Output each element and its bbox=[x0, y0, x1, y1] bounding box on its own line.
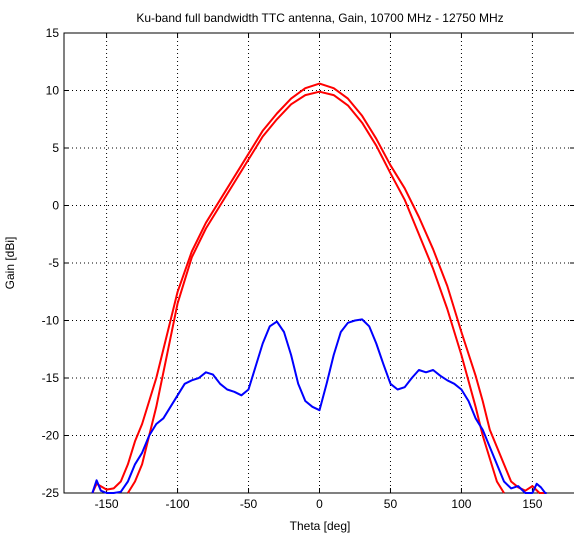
y-tick-label: 10 bbox=[46, 84, 60, 98]
x-tick-label: 100 bbox=[451, 497, 471, 511]
y-tick-label: -10 bbox=[42, 314, 60, 328]
y-tick-label: 5 bbox=[52, 141, 59, 155]
series-line-2 bbox=[127, 90, 505, 494]
y-tick-label: 15 bbox=[46, 26, 60, 40]
y-tick-label: -25 bbox=[42, 486, 60, 500]
y-tick-label: -15 bbox=[42, 371, 60, 385]
axis-ticks bbox=[64, 32, 574, 494]
x-tick-label: -50 bbox=[240, 497, 258, 511]
x-tick-label: 0 bbox=[316, 497, 323, 511]
y-tick-labels: -25 -20 -15 -10 -5 0 5 10 15 bbox=[42, 26, 60, 500]
x-tick-label: 150 bbox=[522, 497, 542, 511]
series-line-1 bbox=[91, 82, 547, 494]
series-line-3 bbox=[91, 318, 547, 494]
x-tick-labels: -150 -100 -50 0 50 100 150 bbox=[95, 497, 543, 511]
y-tick-label: 0 bbox=[52, 199, 59, 213]
x-axis-title: Theta [deg] bbox=[290, 519, 351, 533]
y-tick-label: -5 bbox=[48, 256, 59, 270]
x-tick-label: -150 bbox=[95, 497, 119, 511]
series-layer bbox=[91, 82, 547, 494]
grid bbox=[64, 33, 574, 493]
x-tick-label: -100 bbox=[166, 497, 190, 511]
x-tick-label: 50 bbox=[384, 497, 398, 511]
y-axis-title: Gain [dBi] bbox=[3, 237, 17, 290]
chart-title: Ku-band full bandwidth TTC antenna, Gain… bbox=[136, 11, 503, 25]
y-tick-label: -20 bbox=[42, 429, 60, 443]
